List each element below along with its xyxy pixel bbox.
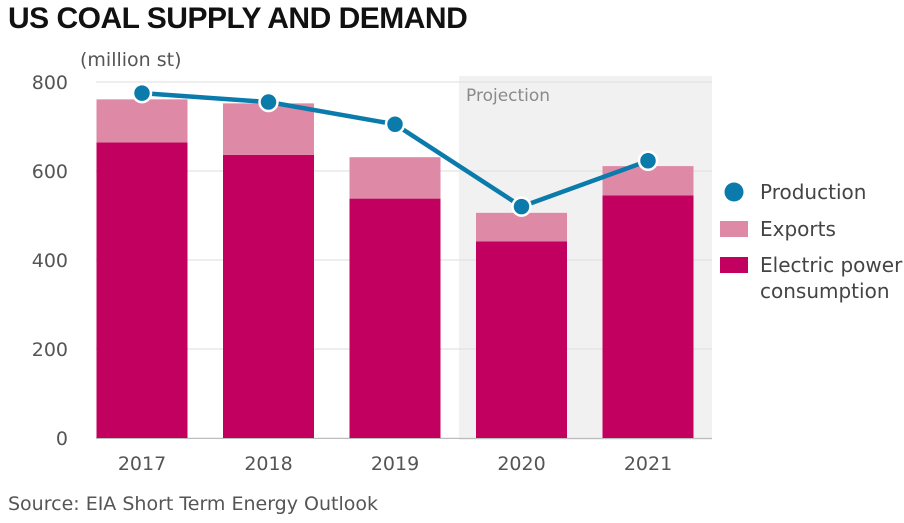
legend-marker-production [724, 182, 744, 202]
bar-electric-power-consumption-2017 [96, 142, 188, 438]
production-point-2017 [131, 82, 153, 104]
y-tick-label: 600 [32, 161, 68, 183]
production-point-2021 [637, 150, 659, 172]
x-tick-label: 2019 [371, 453, 419, 475]
legend-label: Production [760, 180, 866, 204]
x-axis: 2017 2018 2019 2020 2021 [96, 438, 712, 475]
legend: Production Exports Electric power consumpti… [720, 180, 903, 303]
y-axis: 0 200 400 600 800 (million st) [32, 49, 182, 450]
production-point-2020 [511, 196, 532, 217]
bar-exports-2020 [476, 212, 567, 242]
production-point-2019 [384, 114, 406, 135]
y-tick-label: 400 [32, 250, 68, 272]
y-tick-label: 800 [32, 72, 68, 94]
bars [96, 99, 694, 439]
production-line [131, 82, 659, 217]
bar-exports-2017 [96, 99, 188, 143]
chart-title: US COAL SUPPLY AND DEMAND [8, 2, 468, 35]
y-tick-label: 0 [56, 428, 68, 450]
x-tick-label: 2020 [497, 453, 545, 475]
x-tick-label: 2021 [624, 453, 672, 475]
legend-label: Electric power consumption [760, 253, 903, 303]
legend-label: Exports [760, 217, 836, 241]
x-tick-label: 2017 [118, 453, 166, 475]
bar-electric-power-consumption-2019 [349, 198, 441, 438]
projection-label: Projection [466, 86, 550, 106]
bar-electric-power-consumption-2020 [476, 241, 567, 438]
legend-marker-electric-power [720, 257, 748, 273]
source-note: Source: EIA Short Term Energy Outlook [8, 493, 378, 515]
y-axis-unit: (million st) [80, 49, 182, 71]
legend-marker-exports [720, 221, 748, 237]
bar-electric-power-consumption-2021 [602, 195, 694, 438]
bar-exports-2019 [349, 157, 441, 199]
y-tick-label: 200 [32, 339, 68, 361]
x-tick-label: 2018 [244, 453, 292, 475]
production-point-2018 [258, 91, 279, 113]
bar-electric-power-consumption-2018 [223, 154, 314, 439]
